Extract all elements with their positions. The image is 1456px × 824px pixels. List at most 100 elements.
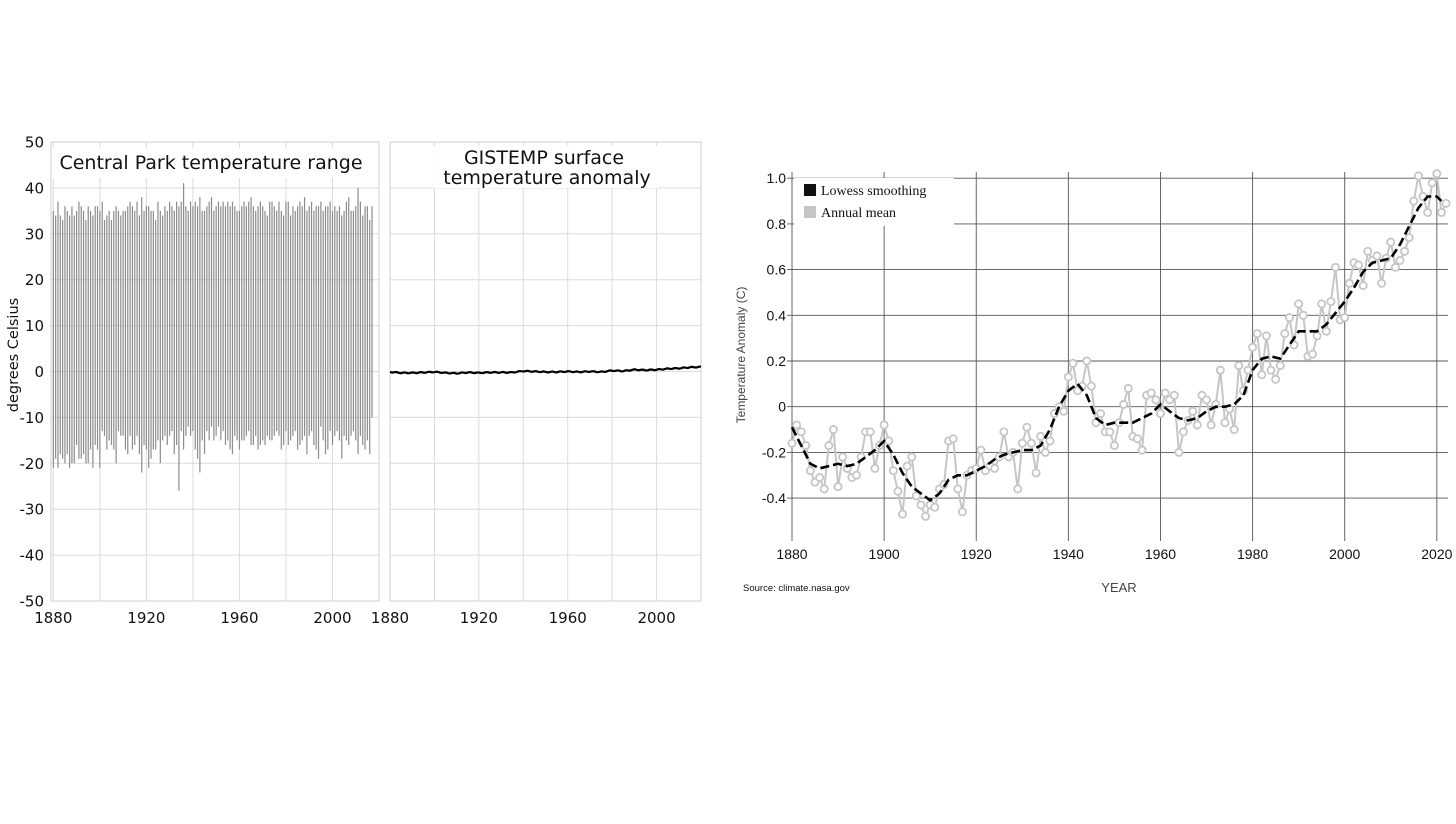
annual-mean-point bbox=[1040, 447, 1050, 457]
annual-mean-point bbox=[801, 441, 811, 451]
annual-mean-point bbox=[1340, 313, 1350, 323]
annual-mean-point bbox=[1027, 438, 1037, 448]
y-tick-label: -30 bbox=[20, 501, 45, 519]
annual-mean-point bbox=[1390, 262, 1400, 272]
annual-mean-point bbox=[1151, 395, 1161, 405]
annual-mean-point bbox=[833, 482, 843, 492]
annual-mean-point bbox=[815, 473, 825, 483]
x-tick-label: 1960 bbox=[549, 609, 587, 627]
annual-mean-point bbox=[1215, 365, 1225, 375]
annual-mean-point bbox=[1423, 207, 1433, 217]
title-bg bbox=[52, 148, 370, 178]
x-tick-label: 1940 bbox=[1053, 546, 1084, 562]
annual-mean-point bbox=[1169, 390, 1179, 400]
annual-mean-point bbox=[824, 441, 834, 451]
annual-mean-point bbox=[1220, 418, 1230, 428]
annual-mean-point bbox=[1404, 233, 1414, 243]
annual-mean-point bbox=[1294, 299, 1304, 309]
y-tick-label: 0.6 bbox=[767, 262, 787, 278]
annual-mean-point bbox=[888, 466, 898, 476]
annual-mean-point bbox=[1160, 388, 1170, 398]
annual-mean-point bbox=[1321, 326, 1331, 336]
annual-mean-point bbox=[1409, 196, 1419, 206]
annual-mean-point bbox=[1312, 331, 1322, 341]
annual-mean-point bbox=[1146, 388, 1156, 398]
plot-frame bbox=[50, 141, 380, 602]
y-tick-label: -0.4 bbox=[762, 490, 786, 506]
annual-mean-point bbox=[1188, 406, 1198, 416]
annual-mean-point bbox=[1174, 447, 1184, 457]
x-tick-label: 1880 bbox=[776, 546, 807, 562]
annual-mean-point bbox=[1059, 406, 1069, 416]
annual-mean-point bbox=[921, 511, 931, 521]
plot-frame bbox=[389, 141, 702, 602]
annual-mean-point bbox=[1155, 409, 1165, 419]
annual-mean-point bbox=[948, 434, 958, 444]
annual-mean-point bbox=[851, 470, 861, 480]
annual-mean-point bbox=[828, 425, 838, 435]
annual-mean-point bbox=[1386, 237, 1396, 247]
annual-mean-point bbox=[1202, 395, 1212, 405]
x-tick-label: 1880 bbox=[34, 609, 72, 627]
title-bg bbox=[434, 146, 658, 188]
annual-mean-point bbox=[1358, 281, 1368, 291]
annual-mean-point bbox=[1086, 381, 1096, 391]
x-tick-label: 1920 bbox=[460, 609, 498, 627]
annual-mean-point bbox=[1275, 361, 1285, 371]
annual-mean-point bbox=[1132, 434, 1142, 444]
y-tick-label: -0.2 bbox=[762, 444, 786, 460]
annual-mean-point bbox=[1013, 484, 1023, 494]
annual-mean-point bbox=[819, 484, 829, 494]
x-tick-label: 1960 bbox=[1145, 546, 1176, 562]
mid-chart-title-line2: temperature anomaly bbox=[443, 167, 650, 189]
y-tick-label: 0 bbox=[778, 399, 786, 415]
annual-mean-point bbox=[1082, 356, 1092, 366]
annual-mean-point bbox=[898, 509, 908, 519]
annual-mean-point bbox=[911, 491, 921, 501]
annual-mean-point bbox=[930, 502, 940, 512]
annual-mean-point bbox=[1377, 278, 1387, 288]
annual-mean-point bbox=[1096, 409, 1106, 419]
annual-mean-point bbox=[1261, 331, 1271, 341]
annual-mean-point bbox=[1413, 171, 1423, 181]
annual-mean-point bbox=[1234, 361, 1244, 371]
annual-mean-point bbox=[1280, 329, 1290, 339]
annual-mean-point bbox=[1248, 342, 1258, 352]
x-tick-label: 1900 bbox=[869, 546, 900, 562]
annual-mean-point bbox=[865, 427, 875, 437]
annual-mean-point bbox=[1271, 374, 1281, 384]
annual-mean-point bbox=[902, 461, 912, 471]
y-tick-label: -40 bbox=[20, 547, 45, 565]
y-tick-label: 50 bbox=[25, 134, 44, 152]
x-tick-label: 2000 bbox=[313, 609, 351, 627]
annual-mean-point bbox=[1427, 178, 1437, 188]
annual-mean-point bbox=[1266, 365, 1276, 375]
annual-mean-point bbox=[1400, 246, 1410, 256]
y-tick-label: 0.4 bbox=[767, 307, 787, 323]
annual-mean-point bbox=[999, 427, 1009, 437]
x-tick-label: 1960 bbox=[220, 609, 258, 627]
annual-mean-point bbox=[1192, 420, 1202, 430]
annual-mean-point bbox=[1045, 436, 1055, 446]
annual-mean-point bbox=[893, 486, 903, 496]
annual-mean-point bbox=[1344, 278, 1354, 288]
lowess-line bbox=[790, 195, 1443, 503]
legend-annual-label: Annual mean bbox=[821, 206, 896, 221]
annual-mean-point bbox=[1243, 365, 1253, 375]
annual-mean-point bbox=[1123, 383, 1133, 393]
annual-mean-point bbox=[1137, 445, 1147, 455]
annual-mean-point bbox=[1298, 310, 1308, 320]
annual-mean-point bbox=[1432, 169, 1442, 179]
x-tick-label: 1920 bbox=[961, 546, 992, 562]
annual-mean-point bbox=[1206, 420, 1216, 430]
legend-bg bbox=[794, 178, 954, 226]
annual-mean-point bbox=[838, 452, 848, 462]
annual-mean-point bbox=[976, 445, 986, 455]
y-tick-label: 40 bbox=[25, 179, 44, 197]
left-chart-title: Central Park temperature range bbox=[59, 152, 362, 174]
y-tick-label: 1.0 bbox=[767, 170, 787, 186]
y-tick-label: 0.8 bbox=[767, 216, 787, 232]
annual-mean-point bbox=[1395, 255, 1405, 265]
